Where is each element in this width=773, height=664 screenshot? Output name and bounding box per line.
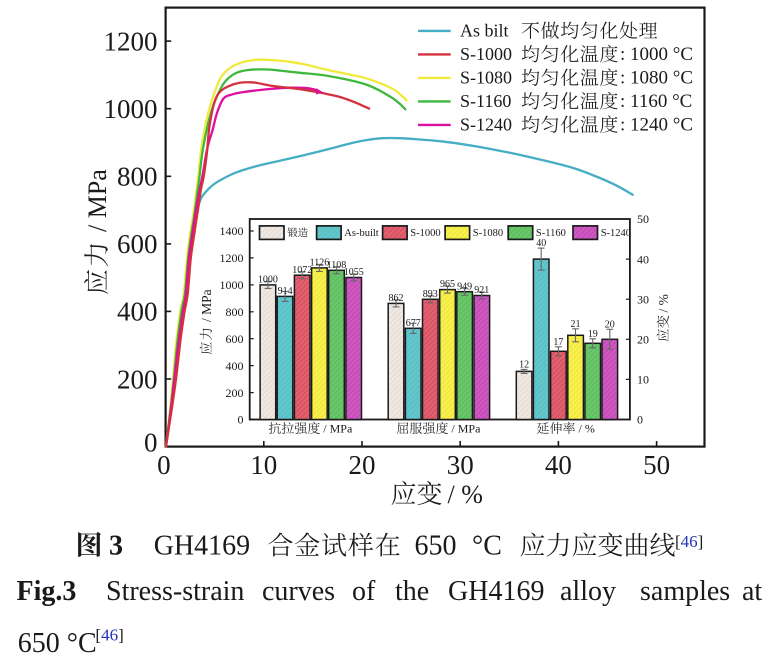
svg-text:1072: 1072 — [292, 265, 312, 276]
svg-text:the: the — [395, 576, 429, 607]
svg-text:0: 0 — [144, 428, 158, 458]
svg-text:S-1000: S-1000 — [410, 228, 440, 239]
svg-text:30: 30 — [447, 450, 474, 480]
svg-text:0: 0 — [637, 413, 643, 427]
svg-text:650 °C: 650 °C — [18, 628, 97, 659]
svg-text:°C: °C — [472, 531, 502, 562]
svg-text:S-1160: S-1160 — [460, 91, 511, 111]
svg-text:1000: 1000 — [220, 278, 244, 292]
svg-text:40: 40 — [545, 450, 572, 480]
svg-text:1400: 1400 — [220, 224, 244, 238]
svg-text:: 1240 °C: : 1240 °C — [620, 115, 693, 136]
svg-text:40: 40 — [637, 252, 649, 266]
svg-text:3: 3 — [109, 531, 123, 562]
svg-text:50: 50 — [637, 212, 649, 226]
svg-text:40: 40 — [536, 238, 546, 249]
svg-text:S-1240: S-1240 — [460, 115, 512, 135]
svg-text:/ %: / % — [656, 294, 671, 312]
svg-text:As-built: As-built — [344, 228, 379, 239]
svg-text:of: of — [352, 576, 376, 607]
svg-text:400: 400 — [117, 297, 158, 327]
svg-text:893: 893 — [423, 289, 438, 300]
svg-text:914: 914 — [278, 286, 293, 297]
svg-text:/ %: / % — [579, 422, 595, 436]
svg-text:/ %: / % — [448, 480, 483, 509]
svg-text:20: 20 — [349, 450, 376, 480]
svg-text:1108: 1108 — [327, 260, 347, 271]
svg-text:S-1240: S-1240 — [601, 228, 631, 239]
svg-text:1200: 1200 — [104, 26, 158, 56]
svg-text:S-1160: S-1160 — [536, 228, 566, 239]
svg-text:Stress-strain: Stress-strain — [106, 576, 244, 607]
svg-text:1000: 1000 — [104, 94, 158, 124]
svg-text:10: 10 — [637, 373, 649, 387]
svg-text:GH4169: GH4169 — [448, 576, 544, 607]
svg-text:10: 10 — [250, 450, 277, 480]
svg-text:/ MPa: / MPa — [199, 289, 214, 322]
svg-text:949: 949 — [457, 281, 472, 292]
svg-text:800: 800 — [117, 162, 158, 192]
svg-text:20: 20 — [605, 319, 615, 330]
svg-text:200: 200 — [117, 364, 158, 394]
svg-text:677: 677 — [406, 318, 421, 329]
svg-text:30: 30 — [637, 292, 649, 306]
svg-text:curves: curves — [262, 576, 335, 607]
svg-text:/ MPa: / MPa — [83, 169, 112, 232]
svg-text:Fig.3: Fig.3 — [17, 576, 77, 607]
svg-text:at: at — [742, 576, 762, 607]
svg-text:S-1000: S-1000 — [460, 44, 512, 64]
svg-text:As bilt: As bilt — [460, 21, 509, 41]
svg-text:19: 19 — [588, 329, 598, 340]
svg-text:921: 921 — [474, 285, 489, 296]
svg-text:21: 21 — [571, 319, 581, 330]
svg-text:[46]: [46] — [675, 532, 703, 551]
svg-text:1126: 1126 — [310, 258, 330, 269]
svg-text:17: 17 — [553, 337, 563, 348]
svg-text:: 1080 °C: : 1080 °C — [620, 68, 693, 89]
svg-text:650: 650 — [415, 531, 457, 562]
svg-text:: 1000 °C: : 1000 °C — [620, 44, 693, 65]
svg-text:862: 862 — [389, 293, 404, 304]
svg-text:12: 12 — [519, 359, 529, 370]
svg-text:samples: samples — [640, 576, 730, 607]
svg-text:1000: 1000 — [258, 275, 278, 286]
svg-text:50: 50 — [643, 450, 670, 480]
svg-text:/ MPa: / MPa — [323, 422, 353, 436]
svg-text:/ MPa: / MPa — [451, 422, 481, 436]
svg-text:200: 200 — [226, 386, 244, 400]
svg-text:[46]: [46] — [95, 626, 123, 645]
svg-text:600: 600 — [226, 332, 244, 346]
svg-text:0: 0 — [238, 413, 244, 427]
svg-text:800: 800 — [226, 305, 244, 319]
svg-text:400: 400 — [226, 359, 244, 373]
svg-text:: 1160 °C: : 1160 °C — [620, 91, 692, 112]
svg-text:20: 20 — [637, 333, 649, 347]
svg-text:600: 600 — [117, 229, 158, 259]
svg-text:1055: 1055 — [344, 267, 364, 278]
svg-text:1200: 1200 — [220, 251, 244, 265]
svg-text:0: 0 — [157, 450, 171, 480]
svg-text:S-1080: S-1080 — [460, 68, 512, 88]
svg-text:alloy: alloy — [560, 576, 616, 607]
svg-text:965: 965 — [440, 279, 455, 290]
svg-text:S-1080: S-1080 — [473, 228, 503, 239]
svg-text:GH4169: GH4169 — [154, 531, 250, 562]
